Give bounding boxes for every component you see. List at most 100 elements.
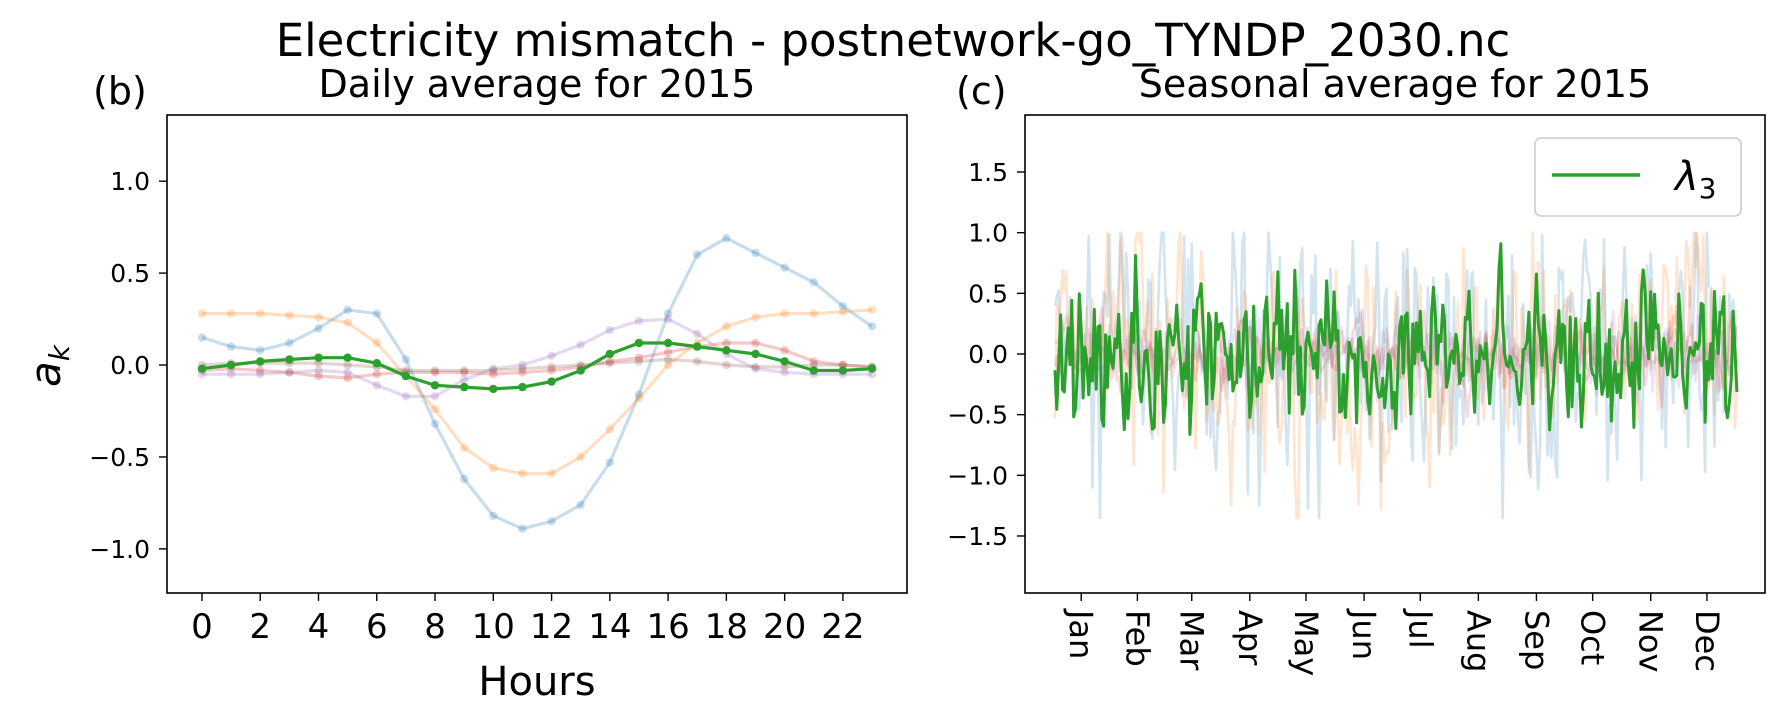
series-2-point (809, 357, 818, 366)
y-tick-label: −0.5 (89, 443, 150, 472)
panel-b-title: Daily average for 2015 (319, 62, 756, 106)
series-3-point (693, 329, 702, 338)
series-3-point (460, 375, 469, 384)
series-5-point (372, 359, 381, 368)
x-tick-label: 16 (646, 607, 689, 647)
month-tick-label: Nov (1632, 610, 1670, 672)
series-3-point (489, 364, 498, 373)
series-0-point (226, 342, 236, 351)
series-5-point (256, 357, 265, 366)
panel-b-ylabel: ak (21, 343, 76, 387)
series-5-point (838, 366, 848, 375)
series-4-point (693, 357, 702, 366)
panel-c-axes-frame (1024, 114, 1766, 594)
y-tick-label: 1.5 (968, 158, 1008, 187)
series-3-point (780, 368, 789, 377)
x-tick-label: 22 (821, 607, 864, 647)
series-0-point (460, 474, 469, 484)
seasonal-series-line-5 (1053, 242, 1739, 436)
series-5-point (314, 353, 323, 362)
series-2-point (518, 368, 527, 377)
panel-label-c: (c) (956, 69, 1007, 113)
x-tick-label: 12 (530, 607, 573, 647)
series-1-point (226, 309, 236, 318)
series-1-point (722, 322, 731, 331)
series-0-point (722, 234, 731, 243)
panel-seasonal-average: (c) Seasonal average for 2015 Jan Feb Mar A… (947, 62, 1766, 676)
series-0-point (605, 458, 614, 467)
series-1-point (751, 313, 760, 322)
series-1-point (780, 309, 789, 318)
series-0-point (197, 333, 207, 342)
y-tick-label: −1.0 (89, 535, 150, 564)
month-tick-label: Apr (1231, 610, 1269, 666)
series-3-point (430, 392, 440, 401)
panel-c-title: Seasonal average for 2015 (1139, 62, 1652, 106)
series-1-point (256, 309, 265, 318)
series-3-point (634, 316, 644, 326)
series-3-point (343, 368, 352, 377)
series-0-point (518, 524, 527, 533)
y-tick-label: 1.0 (110, 167, 150, 196)
figure-suptitle: Electricity mismatch - postnetwork-go_TY… (276, 14, 1511, 67)
series-3-point (663, 314, 673, 324)
series-3-point (576, 340, 585, 349)
month-tick-label: Feb (1118, 610, 1156, 667)
seasonal-series-line-3 (1053, 308, 1739, 404)
x-tick-label: 14 (588, 607, 631, 647)
series-5-point (576, 366, 585, 375)
series-3-point (285, 368, 294, 377)
series-3-point (256, 370, 265, 379)
series-line-2 (201, 341, 873, 380)
series-4-point (430, 366, 440, 375)
y-tick-label: 0.0 (968, 340, 1008, 369)
month-tick-label: Jun (1345, 608, 1383, 660)
y-tick-label: −1.5 (947, 522, 1008, 551)
series-2-point (256, 366, 265, 375)
series-0-point (401, 355, 411, 364)
series-4-point (722, 360, 731, 370)
series-line-0 (201, 236, 873, 531)
series-0-point (372, 309, 381, 318)
series-4-point (663, 355, 673, 364)
series-2-point (285, 368, 294, 377)
series-0-point (314, 324, 323, 333)
month-tick-label: Oct (1574, 610, 1612, 665)
series-5-point (343, 353, 352, 362)
series-1-point (430, 405, 440, 414)
y-tick-label: 0.5 (968, 279, 1008, 308)
series-1-point (809, 309, 818, 318)
x-tick-label: 8 (424, 607, 446, 647)
series-5-point (226, 360, 236, 370)
series-2-point (314, 371, 323, 381)
series-line-5 (201, 341, 873, 391)
series-0-point (256, 346, 265, 355)
series-5-point (809, 366, 818, 375)
series-2-point (547, 366, 556, 375)
series-2-point (372, 370, 381, 379)
panel-b-axes-frame (166, 114, 908, 594)
series-1-point (576, 452, 585, 462)
series-3-point (751, 364, 760, 373)
series-4-point (634, 357, 644, 366)
series-1-point (605, 425, 614, 434)
series-0-point (809, 278, 818, 287)
series-5-point (460, 382, 469, 392)
month-tick-label: Dec (1688, 610, 1726, 672)
series-5-point (693, 342, 702, 351)
series-5-point (634, 338, 644, 348)
series-0-point (634, 390, 644, 399)
series-0-point (838, 302, 848, 311)
series-3-point (401, 392, 411, 401)
series-1-point (285, 311, 294, 320)
y-tick-label: −0.5 (947, 401, 1008, 430)
x-tick-label: 4 (308, 607, 330, 647)
series-2-point (343, 373, 352, 383)
legend-box (1534, 137, 1742, 217)
panel-daily-average: (b) Daily average for 2015 0 2 4 6 8 10 12 14 16… (21, 62, 908, 705)
series-0-point (751, 248, 760, 258)
series-0-point (693, 250, 702, 259)
panel-c-legend: λ3 (1534, 137, 1742, 217)
month-tick-label: Sep (1517, 610, 1555, 670)
series-5-point (285, 355, 294, 364)
